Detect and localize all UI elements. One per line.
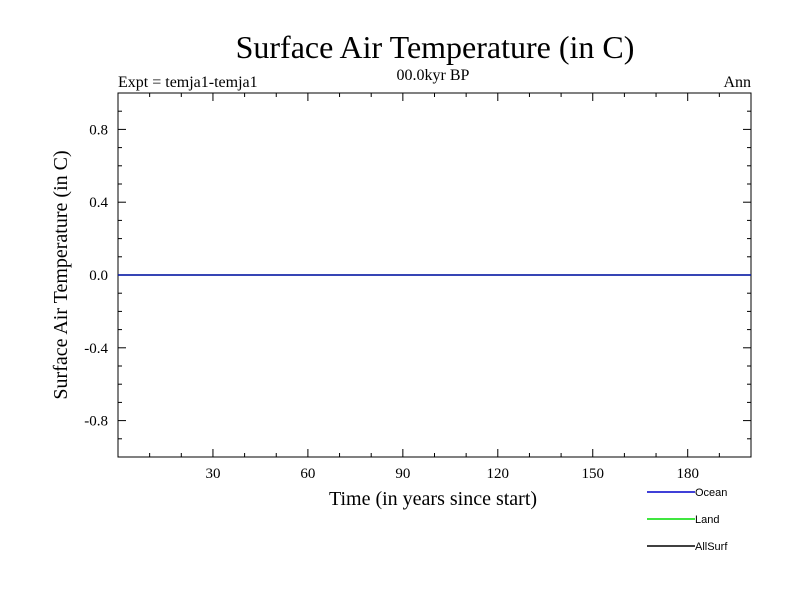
season-label: Ann xyxy=(723,74,751,91)
x-tick-label: 90 xyxy=(395,466,410,482)
y-tick-label: -0.8 xyxy=(84,414,108,430)
legend-label-allsurf: AllSurf xyxy=(695,541,728,553)
period-label: 00.0kyr BP xyxy=(397,67,470,84)
y-tick-label: 0.8 xyxy=(89,122,108,138)
y-tick-label: 0.4 xyxy=(89,195,108,211)
x-tick-label: 120 xyxy=(487,466,510,482)
x-tick-labels: 30 60 90 120 150 180 xyxy=(205,466,699,482)
y-tick-label: 0.0 xyxy=(89,268,108,284)
legend: Ocean Land AllSurf xyxy=(647,487,728,553)
y-tick-label: -0.4 xyxy=(84,341,108,357)
y-tick-labels: 0.8 0.4 0.0 -0.4 -0.8 xyxy=(84,122,108,429)
x-tick-label: 60 xyxy=(300,466,315,482)
chart-title: Surface Air Temperature (in C) xyxy=(236,29,635,65)
legend-label-land: Land xyxy=(695,514,719,526)
y-axis-label: Surface Air Temperature (in C) xyxy=(50,150,72,399)
axis-ticks xyxy=(118,93,751,457)
x-axis-label: Time (in years since start) xyxy=(329,488,537,510)
x-tick-label: 180 xyxy=(676,466,699,482)
experiment-label: Expt = temja1-temja1 xyxy=(118,74,258,91)
x-tick-label: 150 xyxy=(582,466,605,482)
legend-label-ocean: Ocean xyxy=(695,487,727,499)
x-tick-label: 30 xyxy=(205,466,220,482)
